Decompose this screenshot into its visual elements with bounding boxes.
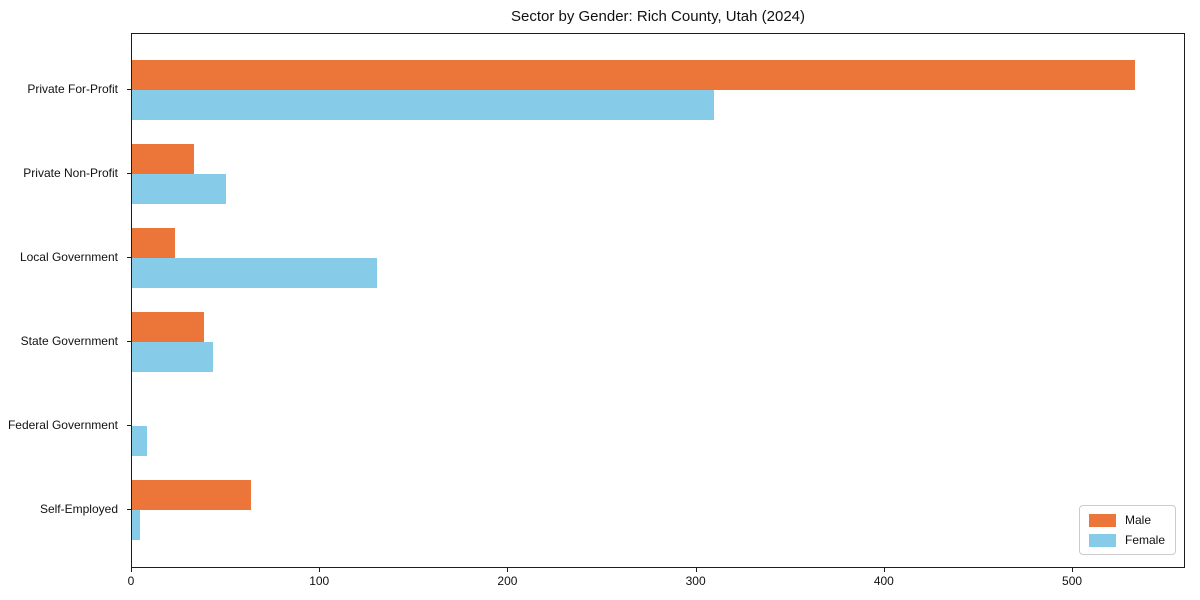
- y-tick-label-self-employed: Self-Employed: [39, 502, 118, 516]
- bar-male-private-non-profit: [132, 143, 195, 174]
- bar-female-private-for-profit: [132, 89, 714, 120]
- bar-female-local-government: [132, 257, 377, 288]
- x-tick-mark: [131, 568, 132, 572]
- x-tick-label-400: 400: [873, 574, 894, 588]
- bar-female-self-employed: [132, 510, 140, 540]
- y-tick-mark: [127, 172, 131, 174]
- bar-female-federal-government: [132, 425, 148, 456]
- bar-male-state-government: [132, 311, 204, 342]
- x-tick-mark: [319, 568, 321, 572]
- y-tick-mark: [127, 88, 131, 90]
- legend-item-female: Female: [1088, 533, 1165, 547]
- chart-title: Sector by Gender: Rich County, Utah (202…: [510, 8, 806, 25]
- y-tick-label-private-for-profit: Private For-Profit: [27, 81, 118, 96]
- x-tick-mark: [1072, 568, 1074, 572]
- y-tick-label-federal-government: Federal Government: [7, 417, 118, 432]
- x-tick-label-100: 100: [309, 574, 330, 588]
- y-tick-label-state-government: State Government: [20, 333, 118, 348]
- x-tick-label-200: 200: [497, 574, 518, 588]
- legend-item-male: Male: [1088, 513, 1165, 527]
- bar-female-private-non-profit: [132, 173, 227, 204]
- y-tick-label-private-non-profit: Private Non-Profit: [23, 165, 118, 180]
- bar-female-state-government: [132, 341, 213, 372]
- y-tick-mark: [127, 424, 131, 426]
- legend-label-female: Female: [1124, 533, 1165, 547]
- y-tick-mark: [127, 340, 131, 342]
- plot-area: Male Female: [131, 33, 1185, 568]
- x-tick-mark: [883, 568, 885, 572]
- x-tick-mark: [507, 568, 509, 572]
- legend-label-male: Male: [1124, 513, 1151, 527]
- bar-male-self-employed: [132, 480, 251, 510]
- legend-swatch-male: [1088, 513, 1116, 527]
- x-tick-label-500: 500: [1062, 574, 1083, 588]
- x-tick-mark: [695, 568, 697, 572]
- x-tick-label-300: 300: [685, 574, 706, 588]
- bar-male-local-government: [132, 227, 176, 258]
- x-tick-label-0: 0: [127, 574, 135, 588]
- y-tick-label-local-government: Local Government: [19, 249, 118, 264]
- y-tick-mark: [127, 256, 131, 258]
- bar-male-private-for-profit: [132, 59, 1136, 90]
- legend-swatch-female: [1088, 533, 1116, 547]
- y-tick-mark: [127, 509, 131, 510]
- legend: Male Female: [1078, 505, 1176, 555]
